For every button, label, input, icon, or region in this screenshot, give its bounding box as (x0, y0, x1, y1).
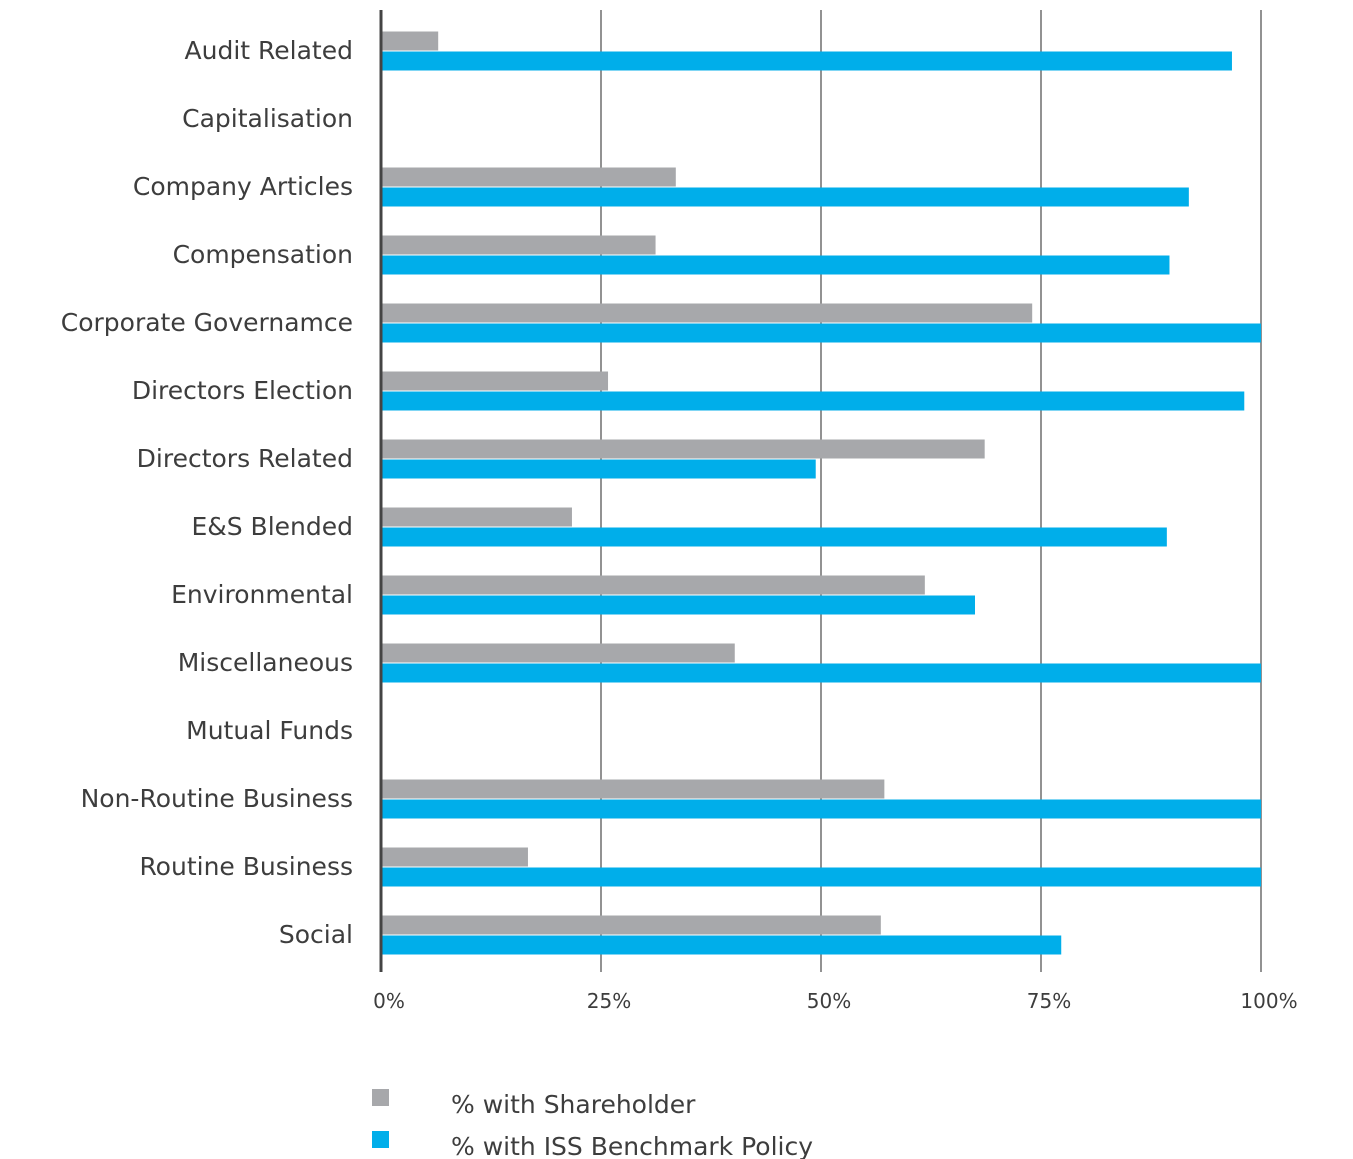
category-label: Compensation (173, 240, 353, 269)
legend-swatch-1 (372, 1089, 389, 1106)
category-label: Non-Routine Business (81, 784, 353, 813)
bar-shareholder-12 (381, 779, 885, 799)
bar-iss-benchmark-7 (381, 459, 816, 479)
bar-shareholder-13 (381, 847, 528, 867)
bar-shareholder-6 (381, 371, 609, 391)
bar-shareholder-9 (381, 575, 925, 595)
x-tick-label: 50% (807, 989, 851, 1013)
bar-iss-benchmark-6 (381, 391, 1245, 411)
bar-shareholder-8 (381, 507, 572, 527)
bar-iss-benchmark-5 (381, 323, 1261, 343)
category-label: Company Articles (133, 172, 353, 201)
bar-iss-benchmark-12 (381, 799, 1261, 819)
bar-iss-benchmark-9 (381, 595, 975, 615)
category-label: Capitalisation (182, 104, 353, 133)
bar-iss-benchmark-3 (381, 187, 1189, 207)
bar-shareholder-14 (381, 915, 881, 935)
bar-shareholder-10 (381, 643, 735, 663)
category-label: E&S Blended (191, 512, 353, 541)
x-tick-label: 25% (587, 989, 631, 1013)
bar-iss-benchmark-10 (381, 663, 1261, 683)
bar-shareholder-4 (381, 235, 656, 255)
bar-iss-benchmark-13 (381, 867, 1261, 887)
category-label: Mutual Funds (186, 716, 353, 745)
bar-shareholder-7 (381, 439, 985, 459)
category-label: Directors Election (132, 376, 353, 405)
category-label: Audit Related (185, 36, 353, 65)
bar-iss-benchmark-14 (381, 935, 1062, 955)
legend-label-1: % with Shareholder (451, 1090, 696, 1119)
x-tick-label: 100% (1240, 989, 1297, 1013)
category-label: Environmental (171, 580, 353, 609)
bar-shareholder-3 (381, 167, 676, 187)
bar-iss-benchmark-4 (381, 255, 1170, 275)
bar-shareholder-5 (381, 303, 1033, 323)
bar-shareholder-1 (381, 31, 439, 51)
category-label: Directors Related (137, 444, 353, 473)
legend-label-2: % with ISS Benchmark Policy (451, 1132, 813, 1159)
bar-iss-benchmark-8 (381, 527, 1167, 547)
category-label: Routine Business (139, 852, 353, 881)
category-label: Social (279, 920, 353, 949)
category-label: Corporate Governamce (61, 308, 353, 337)
category-label: Miscellaneous (178, 648, 353, 677)
x-tick-label: 0% (373, 989, 405, 1013)
bar-iss-benchmark-1 (381, 51, 1232, 71)
legend-swatch-2 (372, 1131, 389, 1148)
x-tick-label: 75% (1027, 989, 1071, 1013)
